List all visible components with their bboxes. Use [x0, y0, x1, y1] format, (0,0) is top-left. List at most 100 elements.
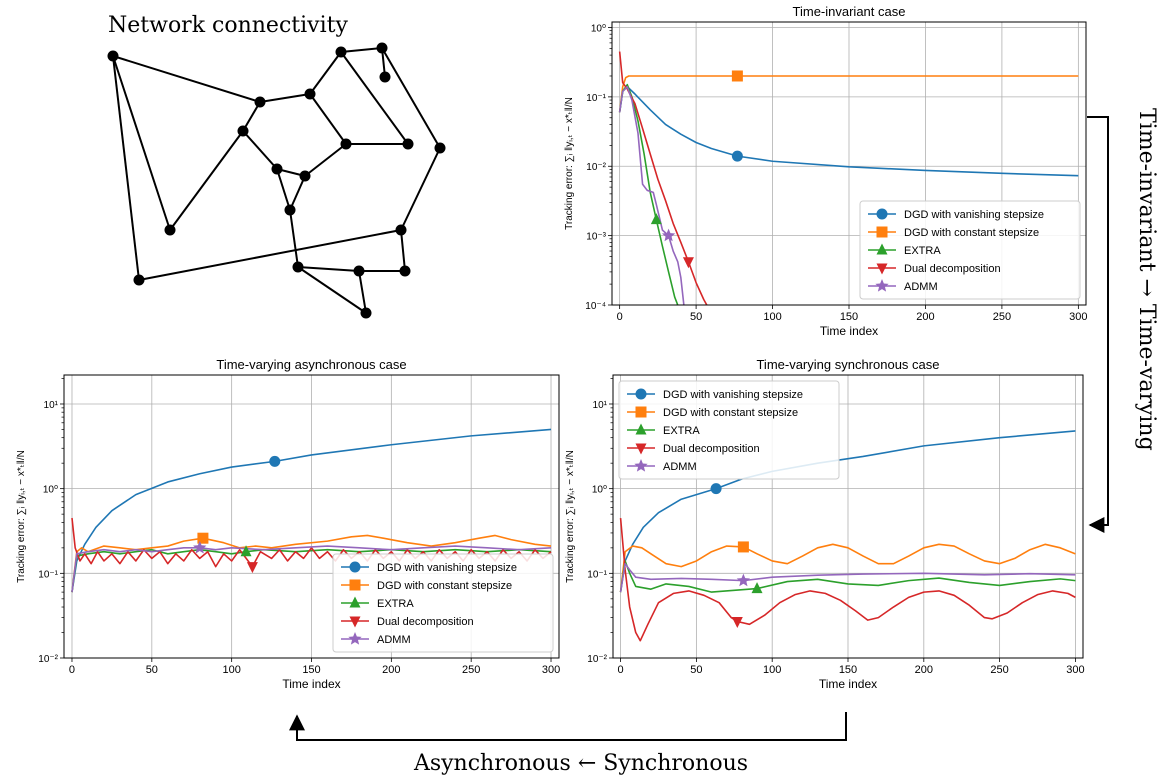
x-tick-label: 300	[1066, 664, 1084, 676]
legend-label: DGD with vanishing stepsize	[904, 209, 1044, 221]
network-node	[379, 71, 391, 83]
y-tick-label: 10⁻¹	[587, 569, 607, 580]
y-tick-label: 10⁻²	[38, 654, 58, 665]
y-axis: 10⁻⁴ 10⁻³ 10⁻² 10⁻¹ 10⁰	[585, 23, 612, 312]
legend-label: ADMM	[904, 281, 938, 293]
network-node	[292, 261, 304, 273]
network-node	[434, 142, 446, 154]
series-marker	[737, 541, 749, 553]
x-tick-label: 250	[993, 311, 1011, 323]
legend-swatch-marker	[349, 579, 361, 591]
y-axis-label: Tracking error: ∑ᵢ ‖yᵢ,ₜ − x*ₜ‖/N	[565, 450, 576, 583]
legend-swatch-marker	[875, 279, 889, 292]
x-tick-label: 0	[618, 664, 624, 676]
legend-label: ADMM	[663, 461, 697, 473]
x-axis: 0 50 100 150 200 250 300	[618, 658, 1085, 676]
network-node	[107, 50, 119, 62]
x-tick-label: 300	[1069, 311, 1087, 323]
network-edge	[358, 270, 367, 314]
series-line	[71, 517, 552, 568]
series-marker	[269, 455, 281, 467]
y-tick-label: 10⁰	[592, 485, 607, 496]
network-edge	[242, 101, 261, 132]
x-tick-label: 0	[69, 664, 75, 676]
series-marker	[240, 545, 252, 557]
network-node	[376, 42, 388, 54]
series-line	[619, 560, 1076, 593]
series-marker	[731, 150, 743, 162]
legend-swatch-marker	[348, 632, 362, 645]
network-edge	[304, 143, 347, 177]
network-node	[164, 224, 176, 236]
network-node	[395, 224, 407, 236]
network-edge	[309, 93, 347, 145]
series-marker	[650, 213, 662, 225]
network-node	[133, 274, 145, 286]
legend-swatch-marker	[349, 596, 361, 608]
series-marker	[661, 228, 676, 242]
network-nodes	[107, 42, 446, 319]
network-node	[335, 46, 347, 58]
x-tick-label: 0	[617, 311, 623, 323]
series-line	[71, 428, 552, 593]
legend-swatch-marker	[876, 243, 888, 255]
legend-swatch-marker	[876, 226, 888, 238]
network-edge	[309, 51, 342, 95]
network-edge	[289, 209, 299, 268]
series-marker	[197, 532, 209, 544]
network-diagram: Network connectivity	[107, 13, 446, 319]
network-edge	[297, 266, 367, 314]
x-tick-label: 100	[222, 664, 240, 676]
network-node	[399, 265, 411, 277]
legend-box	[618, 380, 840, 480]
y-tick-label: 10¹	[593, 400, 608, 411]
series-line	[619, 517, 1076, 642]
x-tick-label: 100	[763, 311, 781, 323]
legend: DGD with vanishing stepsize DGD with cons…	[618, 380, 840, 480]
series-line	[71, 548, 552, 593]
legend-label: Dual decomposition	[377, 616, 474, 628]
series-marker	[731, 70, 743, 82]
network-node	[284, 204, 296, 216]
network-edge	[112, 55, 261, 103]
network-node	[254, 96, 266, 108]
chart-time-invariant: Time-invariant case 0 50 100 150 200 250 300 Tim…	[564, 4, 1088, 338]
x-tick-label: 50	[690, 311, 702, 323]
network-node	[353, 265, 365, 277]
legend-label: EXTRA	[904, 245, 941, 257]
network-node	[402, 138, 414, 150]
legend: DGD with vanishing stepsize DGD with cons…	[859, 200, 1081, 300]
right-annotation: Time-invariant → Time-varying	[1134, 108, 1159, 451]
chart-title: Time-varying synchronous case	[756, 357, 939, 372]
x-tick-label: 50	[690, 664, 702, 676]
series-line	[618, 83, 679, 305]
chart-time-varying-synchronous: Time-varying synchronous case 0 50 100 150 20…	[565, 357, 1085, 691]
network-node	[299, 170, 311, 182]
y-tick-label: 10⁻³	[586, 232, 606, 243]
legend-label: ADMM	[377, 634, 411, 646]
series-line	[618, 85, 1079, 177]
chart-time-varying-asynchronous: Time-varying asynchronous case 0 50 100 150 2…	[16, 357, 560, 691]
legend-swatch-marker	[349, 616, 361, 628]
network-node	[271, 163, 283, 175]
x-tick-label: 100	[763, 664, 781, 676]
series-marker	[193, 540, 207, 554]
legend-swatch-marker	[349, 561, 361, 573]
network-edge	[289, 175, 306, 211]
network-node	[340, 138, 352, 150]
bottom-annotation: Asynchronous ← Synchronous	[413, 751, 748, 776]
network-edge	[259, 93, 311, 103]
series-markers	[650, 70, 743, 269]
series-marker	[736, 573, 751, 587]
legend-label: DGD with constant stepsize	[663, 407, 798, 419]
series-line	[619, 430, 1076, 593]
legend-box	[332, 553, 554, 653]
legend-swatch-marker	[635, 443, 647, 455]
legend-label: DGD with constant stepsize	[377, 580, 512, 592]
transition-arrow-right	[1087, 116, 1109, 533]
y-axis: 10⁻² 10⁻¹ 10⁰ 10¹	[587, 400, 613, 665]
y-tick-label: 10⁻¹	[586, 93, 606, 104]
network-edge	[340, 51, 409, 145]
chart-title: Time-varying asynchronous case	[216, 357, 406, 372]
legend-swatch-marker	[635, 388, 647, 400]
